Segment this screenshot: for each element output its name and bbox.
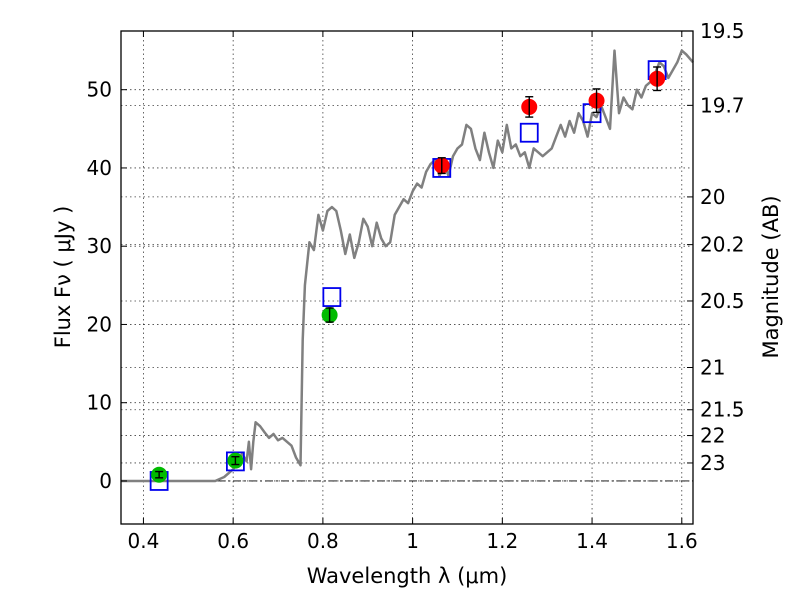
y2-tick-label: 23 xyxy=(700,451,725,475)
y2-tick-label: 21 xyxy=(700,355,725,379)
y2-tick-label: 20.5 xyxy=(700,289,745,313)
y-axis-title: Flux Fν ( μJy ) xyxy=(51,206,75,349)
y-tick-label: 30 xyxy=(87,234,112,258)
y-tick-label: 50 xyxy=(87,78,112,102)
y-tick-label: 40 xyxy=(87,156,112,180)
x-tick-label: 0.4 xyxy=(128,529,160,553)
data-series xyxy=(121,49,694,491)
y2-axis-title: Magnitude (AB) xyxy=(759,195,783,358)
y2-tick-label: 22 xyxy=(700,424,725,448)
x-axis-title: Wavelength λ (μm) xyxy=(307,564,508,588)
synthetic-photometry-square xyxy=(519,122,539,143)
y2-tick-label: 19.7 xyxy=(700,93,745,117)
y2-tick-label: 21.5 xyxy=(700,398,745,422)
x-tick-label: 1 xyxy=(406,529,419,553)
synthetic-photometry-square xyxy=(322,287,342,307)
synthetic-photometry-square xyxy=(225,451,245,472)
x-tick-label: 0.8 xyxy=(307,529,339,553)
plot-frame xyxy=(120,30,694,525)
x-tick-label: 1.6 xyxy=(666,529,698,553)
y-tick-label: 20 xyxy=(87,312,112,336)
x-tick-label: 1.2 xyxy=(486,529,518,553)
x-tick-label: 1.4 xyxy=(576,529,608,553)
y-tick-label: 0 xyxy=(99,469,112,493)
x-tick-label: 0.6 xyxy=(217,529,249,553)
y2-tick-label: 19.5 xyxy=(700,19,745,43)
axis-ticks: 0.4 0.6 0.8 1 1.2 1.4 1.6 0 10 20 30 40 50 19.5 19.7 20… xyxy=(87,19,745,553)
y2-tick-label: 20.2 xyxy=(700,233,745,257)
y2-tick-label: 20 xyxy=(700,185,725,209)
y-tick-label: 10 xyxy=(87,391,112,415)
